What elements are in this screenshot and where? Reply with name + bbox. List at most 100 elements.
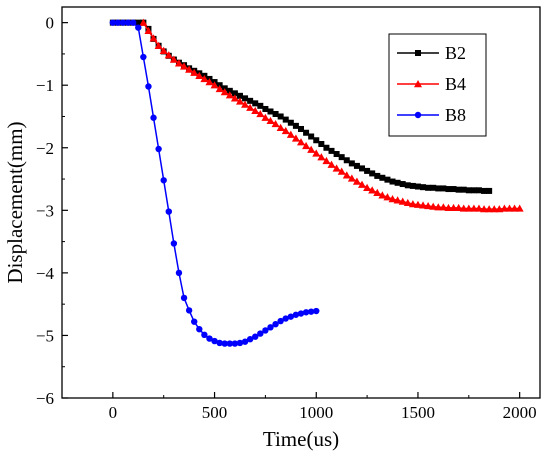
data-point-b4 <box>210 81 219 89</box>
data-point-b8 <box>140 53 147 61</box>
data-point-b4 <box>139 18 148 26</box>
data-point-b4 <box>185 65 194 73</box>
data-point-b2 <box>318 141 325 148</box>
data-point-b8 <box>236 339 244 347</box>
data-point-b4 <box>297 138 305 146</box>
x-tick-label: 2000 <box>503 403 537 422</box>
x-axis-title: Time(us) <box>263 427 339 451</box>
data-point-b4 <box>444 203 453 212</box>
data-point-b4 <box>225 91 234 99</box>
legend: B2 B4 B8 <box>388 33 487 137</box>
legend-item-b4: B4 <box>397 74 466 94</box>
data-point-b2 <box>298 125 304 132</box>
data-point-b4 <box>195 71 204 80</box>
data-point-b2 <box>420 184 427 191</box>
labels-layer: 0 500 1000 1500 2000 0 −1 −2 −3 −4 −5 −6 Time(us) Dis… <box>3 14 537 451</box>
data-point-b4 <box>398 197 407 205</box>
data-point-b4 <box>383 193 392 201</box>
data-point-b4 <box>474 204 483 212</box>
data-point-b4 <box>159 46 168 54</box>
data-point-b2 <box>236 92 243 99</box>
data-point-b4 <box>174 59 183 67</box>
data-point-b4 <box>439 203 448 211</box>
data-point-b4 <box>276 123 285 131</box>
data-point-b4 <box>169 55 178 63</box>
data-point-b2 <box>430 184 437 191</box>
data-point-b4 <box>149 34 158 42</box>
data-point-b4 <box>205 78 214 86</box>
data-point-b2 <box>348 160 355 167</box>
data-point-b4 <box>403 198 412 207</box>
data-point-b2 <box>486 187 493 194</box>
data-point-b2 <box>308 133 315 140</box>
data-point-b2 <box>369 170 376 177</box>
data-point-b4 <box>363 183 372 191</box>
data-point-b8 <box>180 294 188 302</box>
data-point-b2 <box>333 151 340 158</box>
data-point-b4 <box>190 68 199 76</box>
data-point-b8 <box>231 340 239 347</box>
data-point-b8 <box>287 313 295 320</box>
data-point-b4 <box>337 167 346 175</box>
data-point-b2 <box>338 154 345 161</box>
data-point-b2 <box>445 186 452 193</box>
series-line-b8 <box>112 21 317 345</box>
y-tick-label: −5 <box>36 326 54 345</box>
data-point-b4 <box>215 84 224 93</box>
data-point-b2 <box>135 19 142 26</box>
data-point-b2 <box>226 87 233 94</box>
data-point-b8 <box>196 325 203 333</box>
data-point-b4 <box>505 204 514 212</box>
plot-frame <box>61 6 541 399</box>
data-point-b2 <box>465 187 472 194</box>
data-point-b2 <box>272 110 279 117</box>
data-point-b4 <box>413 200 422 208</box>
data-point-b2 <box>359 165 366 172</box>
data-point-b8 <box>129 19 137 26</box>
x-tick-label: 0 <box>109 403 118 422</box>
legend-marker-b8 <box>414 111 422 119</box>
data-point-b4 <box>464 204 473 212</box>
y-tick-label: −1 <box>36 76 54 95</box>
data-point-b4 <box>424 201 433 210</box>
data-point-b8 <box>165 208 172 215</box>
data-point-b4 <box>347 174 356 182</box>
data-point-b4 <box>469 204 478 212</box>
data-point-b4 <box>352 177 361 185</box>
data-point-b2 <box>470 187 477 194</box>
data-point-b2 <box>425 184 432 191</box>
data-point-b2 <box>379 174 386 181</box>
legend-marker-b4 <box>414 80 422 88</box>
data-point-b4 <box>317 153 326 161</box>
data-point-b4 <box>434 203 443 211</box>
data-point-b8 <box>246 335 254 343</box>
legend-item-b8: B8 <box>397 105 466 125</box>
data-point-b4 <box>256 109 265 118</box>
data-point-b2 <box>292 122 299 129</box>
data-point-b2 <box>252 100 259 107</box>
data-point-b2 <box>328 147 335 154</box>
data-point-b8 <box>272 320 279 328</box>
data-point-b4 <box>378 191 387 199</box>
data-point-b2 <box>277 113 284 120</box>
data-point-b2 <box>455 186 462 193</box>
data-point-b2 <box>440 185 447 192</box>
data-point-b8 <box>160 177 167 184</box>
data-point-b8 <box>119 19 127 26</box>
series-b8 <box>109 19 320 347</box>
data-point-b4 <box>485 205 494 213</box>
data-point-b4 <box>388 195 397 203</box>
data-point-b8 <box>297 310 305 317</box>
data-point-b4 <box>393 196 402 204</box>
data-point-b8 <box>201 331 208 339</box>
data-point-b2 <box>343 157 350 164</box>
data-point-b8 <box>241 338 249 345</box>
data-point-b4 <box>144 26 153 34</box>
data-point-b4 <box>429 202 438 210</box>
data-point-b8 <box>135 24 142 31</box>
data-point-b4 <box>408 200 417 208</box>
data-point-b4 <box>515 204 524 212</box>
y-tick-label: 0 <box>46 14 55 33</box>
data-point-b2 <box>389 178 396 185</box>
